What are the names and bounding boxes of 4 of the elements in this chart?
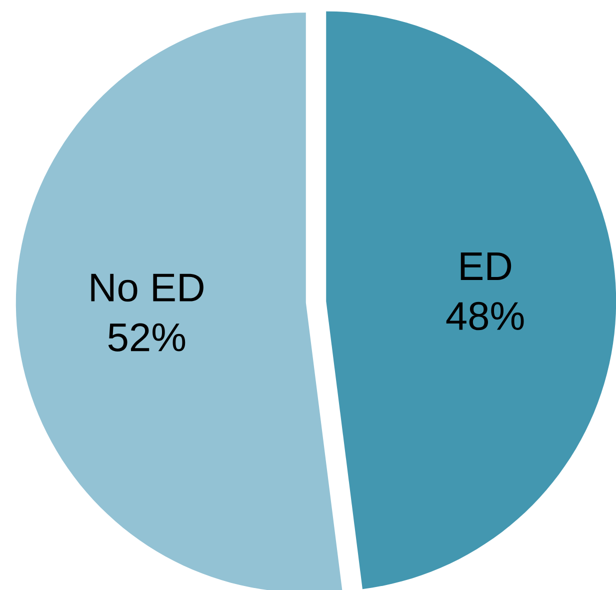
- slice-label: ED: [460, 252, 512, 280]
- data-label: 48%: [446, 302, 524, 330]
- data-label: 52%: [108, 323, 186, 352]
- slice-label: No ED: [91, 274, 204, 302]
